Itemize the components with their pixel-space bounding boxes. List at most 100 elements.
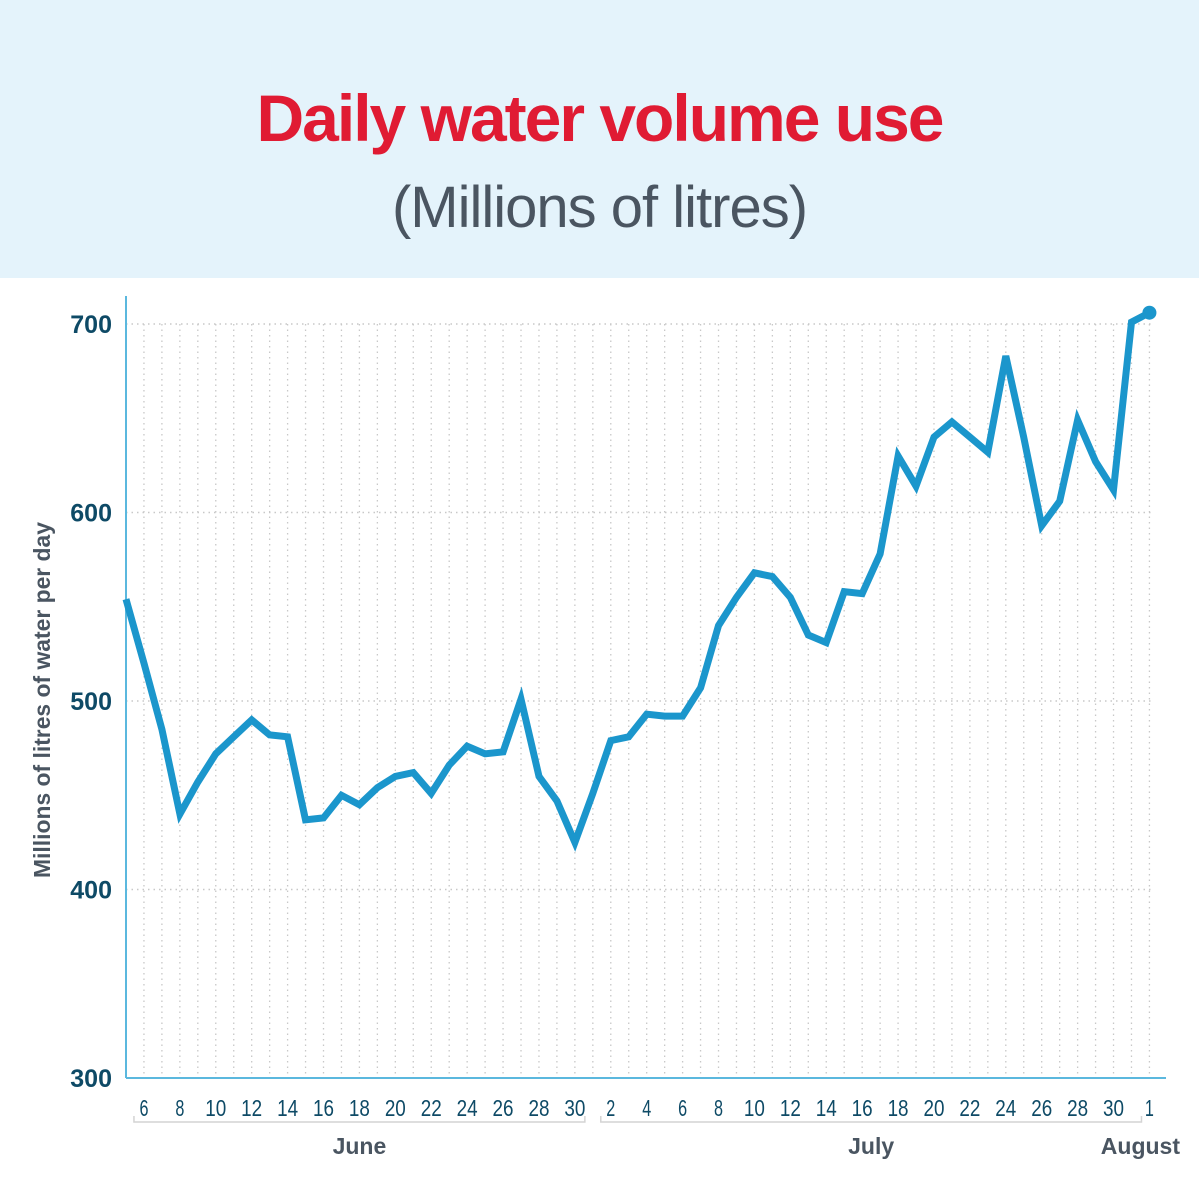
data-point: [392, 773, 399, 780]
data-point: [1092, 458, 1099, 465]
data-point: [715, 622, 722, 629]
data-point: [769, 573, 776, 580]
x-tick-label: 1: [1145, 1095, 1154, 1121]
data-point: [733, 594, 740, 601]
y-axis-label: Millions of litres of water per day: [29, 522, 55, 878]
data-point: [1020, 434, 1027, 441]
data-point: [518, 696, 525, 703]
data-point: [607, 737, 614, 744]
data-point: [787, 594, 794, 601]
data-point: [230, 733, 237, 740]
chart-title: Daily water volume use: [256, 81, 945, 155]
x-tick-label: 6: [139, 1095, 148, 1121]
x-tick-label: 18: [888, 1095, 909, 1121]
x-tick-label: 8: [714, 1095, 723, 1121]
data-point: [984, 449, 991, 456]
data-point: [320, 814, 327, 821]
data-point: [895, 452, 902, 459]
series-layer: [122, 305, 1157, 852]
data-point: [123, 596, 130, 603]
data-point: [446, 762, 453, 769]
x-tick-label: 14: [277, 1095, 298, 1121]
data-point: [1002, 353, 1009, 360]
data-point: [805, 632, 812, 639]
data-point: [589, 790, 596, 797]
data-point: [140, 660, 147, 667]
month-bracket: [600, 1116, 1143, 1123]
data-point: [1074, 417, 1081, 424]
data-point: [913, 483, 920, 490]
data-point: [176, 811, 183, 818]
x-tick-label: 22: [421, 1095, 442, 1121]
x-tick-label: 16: [852, 1095, 873, 1121]
series-line: [122, 309, 1152, 852]
data-point: [877, 550, 884, 557]
data-point: [841, 588, 848, 595]
data-point: [948, 419, 955, 426]
header-banner: Daily water volume use (Millions of litr…: [0, 0, 1199, 278]
x-tick-label: 22: [959, 1095, 980, 1121]
y-tick-label: 300: [70, 1065, 112, 1093]
data-point: [356, 801, 363, 808]
data-point: [428, 790, 435, 797]
gridlines: [126, 323, 1152, 1078]
x-tick-label: 20: [385, 1095, 406, 1121]
data-point: [1056, 498, 1063, 505]
y-tick-label: 500: [70, 688, 112, 716]
x-tick-label: 12: [780, 1095, 801, 1121]
data-point: [338, 792, 345, 799]
x-tick-label: 10: [205, 1095, 226, 1121]
x-tick-label: 24: [995, 1095, 1016, 1121]
x-tick-label: 30: [1103, 1095, 1124, 1121]
data-point: [482, 750, 489, 757]
y-tick-label: 700: [70, 311, 112, 339]
y-tick-label: 400: [70, 877, 112, 905]
data-point: [1038, 522, 1045, 529]
data-point: [212, 750, 219, 757]
data-point: [859, 590, 866, 597]
month-label: June: [333, 1133, 387, 1159]
x-tick-label: 16: [313, 1095, 334, 1121]
data-point: [625, 733, 632, 740]
x-tick-label: 24: [457, 1095, 478, 1121]
x-tick-label: 28: [528, 1095, 549, 1121]
x-tick-label: 26: [1031, 1095, 1052, 1121]
month-label: August: [1101, 1133, 1181, 1159]
data-point: [284, 733, 291, 740]
data-point: [500, 748, 507, 755]
data-point: [553, 797, 560, 804]
x-tick-label: 14: [816, 1095, 837, 1121]
data-point: [697, 684, 704, 691]
data-point: [158, 726, 165, 733]
data-point: [302, 816, 309, 823]
x-tick-label: 2: [606, 1095, 615, 1121]
x-tick-label: 20: [923, 1095, 944, 1121]
data-point: [1128, 319, 1135, 326]
data-point: [571, 839, 578, 846]
data-point: [248, 716, 255, 723]
x-tick-label: 8: [175, 1095, 184, 1121]
data-point: [823, 639, 830, 646]
data-point: [966, 434, 973, 441]
month-bracket: [133, 1116, 586, 1123]
data-point: [1110, 486, 1117, 493]
data-point: [464, 743, 471, 750]
x-tick-label: 10: [744, 1095, 765, 1121]
last-data-point: [1142, 305, 1157, 320]
month-label: July: [848, 1133, 894, 1159]
data-point: [266, 731, 273, 738]
data-point: [410, 769, 417, 776]
x-tick-label: 28: [1067, 1095, 1088, 1121]
y-tick-label: 600: [70, 500, 112, 528]
data-point: [679, 713, 686, 720]
data-point: [751, 569, 758, 576]
data-point: [535, 773, 542, 780]
x-tick-label: 26: [493, 1095, 514, 1121]
data-point: [374, 784, 381, 791]
data-point: [661, 713, 668, 720]
x-tick-label: 12: [241, 1095, 262, 1121]
chart-subtitle: (Millions of litres): [391, 175, 808, 240]
x-tick-label: 30: [564, 1095, 585, 1121]
